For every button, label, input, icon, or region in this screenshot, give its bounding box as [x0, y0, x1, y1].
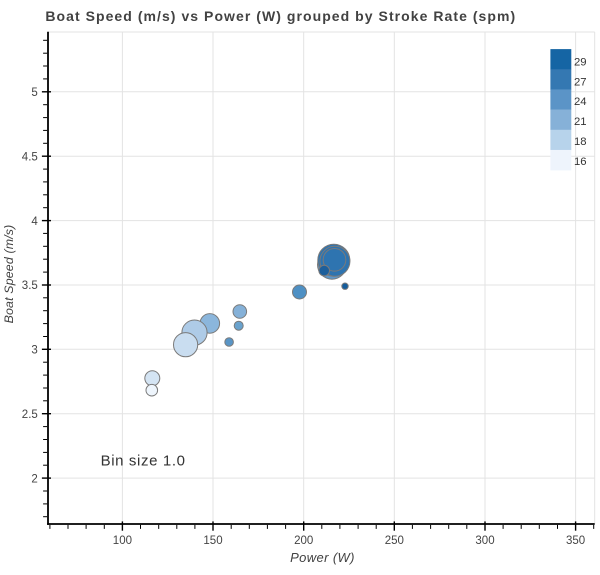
svg-text:5: 5: [31, 87, 37, 99]
svg-text:Boat Speed (m/s) vs Power (W): Boat Speed (m/s) vs Power (W) grouped by…: [45, 8, 516, 24]
svg-text:2.5: 2.5: [22, 409, 38, 421]
svg-text:3.5: 3.5: [22, 280, 38, 292]
svg-text:4: 4: [31, 216, 38, 228]
svg-text:150: 150: [203, 535, 222, 547]
svg-text:100: 100: [113, 535, 132, 547]
svg-text:27: 27: [574, 76, 587, 88]
svg-text:200: 200: [294, 535, 313, 547]
svg-text:21: 21: [574, 116, 587, 128]
svg-text:Boat Speed (m/s): Boat Speed (m/s): [2, 225, 16, 324]
svg-text:Power (W): Power (W): [290, 550, 355, 565]
svg-text:4.5: 4.5: [22, 151, 38, 163]
svg-text:24: 24: [574, 96, 587, 108]
svg-text:350: 350: [566, 535, 585, 547]
svg-text:16: 16: [574, 156, 587, 168]
svg-text:250: 250: [385, 535, 404, 547]
svg-text:3: 3: [31, 345, 37, 357]
svg-text:Bin size 1.0: Bin size 1.0: [101, 453, 186, 470]
svg-text:2: 2: [31, 473, 37, 485]
svg-text:29: 29: [574, 56, 587, 68]
svg-text:300: 300: [475, 535, 494, 547]
svg-text:18: 18: [574, 136, 587, 148]
